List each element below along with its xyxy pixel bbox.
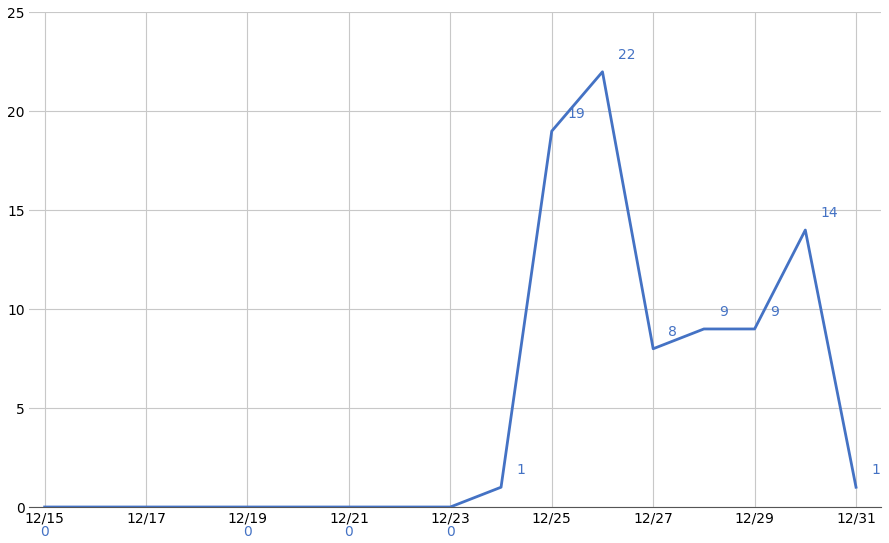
- Text: 0: 0: [40, 525, 49, 539]
- Text: 0: 0: [446, 525, 454, 539]
- Text: 1: 1: [517, 463, 525, 477]
- Text: 22: 22: [618, 48, 635, 62]
- Text: 8: 8: [669, 325, 677, 339]
- Text: 14: 14: [821, 206, 838, 220]
- Text: 9: 9: [770, 305, 779, 319]
- Text: 19: 19: [567, 108, 585, 121]
- Text: 0: 0: [345, 525, 353, 539]
- Text: 0: 0: [243, 525, 252, 539]
- Text: 1: 1: [871, 463, 880, 477]
- Text: 9: 9: [719, 305, 728, 319]
